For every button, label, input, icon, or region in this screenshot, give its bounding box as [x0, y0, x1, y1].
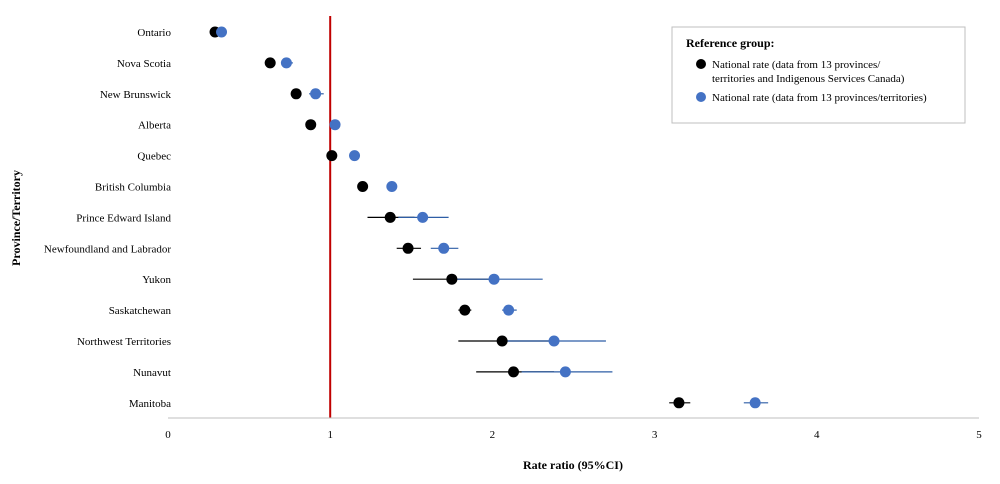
- category-label: Prince Edward Island: [76, 212, 171, 224]
- data-point: [548, 335, 560, 347]
- data-point: [386, 181, 398, 192]
- data-point: [488, 273, 500, 285]
- x-axis-title: Rate ratio (95%CI): [523, 458, 623, 472]
- data-point: [438, 242, 450, 254]
- data-point: [459, 304, 471, 316]
- category-label: Saskatchewan: [109, 305, 172, 317]
- legend-entry: National rate (data from 13 provinces/: [712, 59, 881, 71]
- data-point: [673, 397, 685, 409]
- category-label: Ontario: [137, 27, 171, 39]
- legend-title: Reference group:: [686, 36, 775, 50]
- category-label: British Columbia: [95, 182, 171, 194]
- x-tick-label: 0: [165, 429, 171, 441]
- category-label: Nunavut: [133, 367, 171, 379]
- data-point: [329, 119, 341, 131]
- y-axis-title: Province/Territory: [9, 170, 23, 266]
- data-point: [749, 397, 761, 409]
- data-point: [496, 335, 508, 347]
- category-label: Newfoundland and Labrador: [44, 243, 171, 255]
- data-point: [384, 211, 396, 223]
- legend-items: National rate (data from 13 provinces/te…: [696, 59, 927, 104]
- data-point: [402, 242, 414, 254]
- legend: Reference group: National rate (data fro…: [671, 26, 966, 124]
- category-label: Manitoba: [129, 398, 171, 410]
- data-point: [507, 366, 519, 378]
- data-point: [326, 150, 338, 162]
- category-label: New Brunswick: [100, 89, 172, 101]
- data-point: [216, 26, 228, 38]
- legend-entry: territories and Indigenous Services Cana…: [712, 73, 905, 85]
- legend-marker: [696, 92, 706, 102]
- x-tick-label: 3: [652, 429, 658, 441]
- data-point: [290, 88, 302, 100]
- data-point: [559, 366, 571, 378]
- data-point: [310, 88, 322, 100]
- data-point: [503, 304, 515, 316]
- x-tick-label: 1: [327, 429, 333, 441]
- data-point: [357, 181, 369, 192]
- x-tick-label: 5: [976, 429, 982, 441]
- data-point: [349, 150, 361, 162]
- data-point: [417, 211, 429, 223]
- category-label: Quebec: [137, 151, 171, 163]
- data-point: [264, 57, 276, 69]
- legend-marker: [696, 59, 706, 69]
- x-tick-label: 2: [490, 429, 496, 441]
- category-label: Yukon: [142, 274, 171, 286]
- category-labels: Ontario Nova Scotia New Brunswick Alberta Qu…: [44, 27, 172, 410]
- data-point: [446, 273, 458, 285]
- category-label: Nova Scotia: [117, 58, 171, 70]
- data-point: [280, 57, 292, 69]
- legend-entry: National rate (data from 13 provinces/te…: [712, 92, 927, 104]
- x-tick-label: 4: [814, 429, 820, 441]
- category-label: Northwest Territories: [77, 336, 171, 348]
- legend-box: [671, 26, 966, 124]
- x-tick-labels: 0 1 2 3 4 5: [165, 429, 982, 441]
- data-marks: [209, 26, 769, 409]
- category-label: Alberta: [138, 120, 171, 132]
- data-point: [305, 119, 317, 131]
